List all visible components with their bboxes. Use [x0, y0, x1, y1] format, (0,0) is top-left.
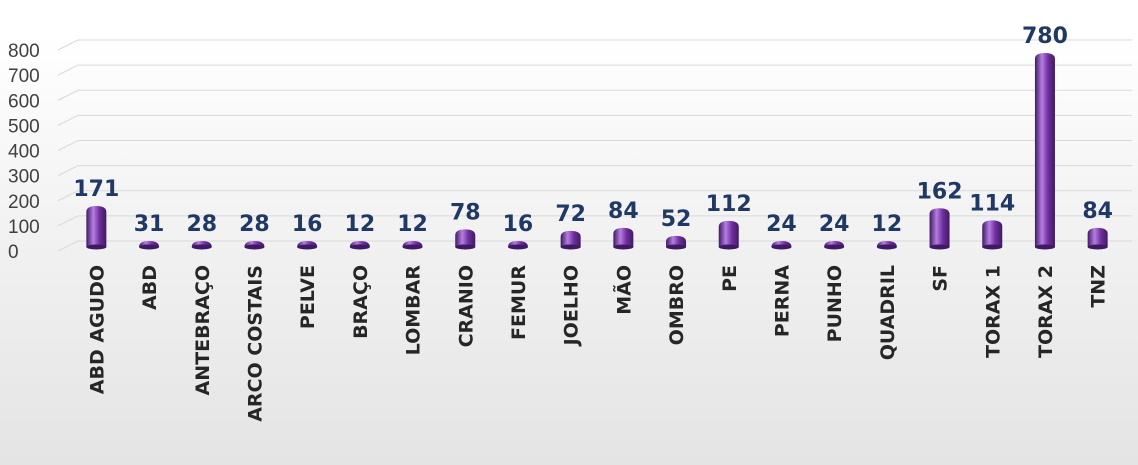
bar-base	[349, 244, 370, 250]
data-label: 780	[1022, 24, 1068, 49]
data-label: 12	[345, 212, 376, 237]
x-tick-label: QUADRIL	[877, 265, 899, 360]
data-label: 12	[397, 212, 428, 237]
x-tick-label: TORAX 1	[982, 265, 1004, 358]
bar-base	[402, 244, 423, 250]
bar-base	[824, 244, 845, 250]
gridline	[57, 39, 1132, 51]
bar	[666, 235, 687, 247]
gridline	[57, 140, 1132, 151]
x-tick-label: TNZ	[1088, 265, 1110, 308]
bar	[982, 220, 1003, 247]
bar-base	[1034, 244, 1055, 250]
x-tick-label: BRAÇO	[350, 265, 372, 339]
bar-base	[297, 244, 318, 250]
bar	[1034, 53, 1055, 248]
x-tick-label: OMBRO	[666, 265, 688, 345]
data-label: 78	[450, 200, 481, 225]
bar	[86, 206, 107, 247]
x-tick-label: PUNHO	[824, 265, 846, 342]
data-label: 24	[819, 212, 850, 237]
gridline	[57, 165, 1132, 177]
gridline	[57, 215, 1132, 227]
bar	[929, 208, 950, 247]
data-label: 162	[917, 179, 963, 204]
x-tick-label: MÃO	[611, 265, 635, 315]
bar-base	[507, 244, 528, 250]
x-axis: ABD AGUDO ABD ANTEBRAÇO ARCO COSTAIS PELVE BR…	[86, 265, 1109, 422]
bar	[560, 230, 581, 247]
bar	[613, 227, 634, 247]
bar-base	[560, 244, 581, 250]
data-label: 84	[1082, 199, 1113, 224]
data-label: 24	[766, 212, 797, 237]
bar	[718, 220, 739, 247]
data-label: 114	[969, 191, 1015, 216]
x-tick-label: ANTEBRAÇO	[192, 265, 214, 395]
y-tick-label: 300	[8, 167, 40, 188]
data-label: 52	[661, 207, 692, 232]
bar	[455, 229, 476, 247]
bar-base	[1087, 244, 1108, 250]
bar-base	[929, 244, 950, 250]
x-tick-label: LOMBAR	[403, 265, 425, 356]
x-tick-label: TORAX 2	[1035, 265, 1057, 358]
bar-base	[613, 244, 634, 250]
y-tick-label: 0	[8, 242, 19, 263]
bar-base	[771, 244, 792, 250]
gridline	[57, 64, 1132, 76]
x-tick-label: JOELHO	[561, 265, 583, 347]
x-tick-label: SF	[930, 265, 952, 292]
data-label: 28	[239, 212, 270, 237]
gridline	[57, 89, 1132, 101]
x-tick-label: PERNA	[771, 265, 793, 337]
bar-base	[718, 244, 739, 250]
x-tick-label: CRANIO	[455, 265, 477, 347]
bar-base	[455, 244, 476, 250]
gridline	[57, 114, 1132, 126]
x-tick-label: FEMUR	[508, 265, 530, 340]
data-label: 112	[706, 192, 752, 217]
data-label: 28	[186, 212, 217, 237]
data-label: 16	[292, 212, 323, 237]
y-tick-label: 700	[8, 66, 40, 87]
bars	[86, 53, 1108, 250]
x-tick-label: PELVE	[297, 265, 319, 329]
x-tick-label: ABD AGUDO	[86, 265, 108, 394]
x-tick-label: ARCO COSTAIS	[244, 265, 266, 422]
data-labels: 171 31 28 28 16 12 12 78 16 72 84 52 112 24 24 12 162 114…	[73, 24, 1113, 237]
bar-base	[191, 244, 212, 250]
data-label: 12	[872, 212, 903, 237]
data-label: 84	[608, 199, 639, 224]
gridlines	[57, 39, 1132, 252]
bar-base	[139, 244, 160, 250]
data-label: 171	[73, 177, 119, 202]
x-tick-label: ABD	[139, 265, 161, 310]
y-tick-label: 100	[8, 217, 40, 238]
x-tick-label: PE	[719, 265, 741, 292]
data-label: 31	[134, 212, 165, 237]
data-label: 72	[555, 202, 586, 227]
y-axis: 0 100 200 300 400 500 600 700 800	[8, 41, 40, 263]
y-tick-label: 500	[8, 116, 40, 137]
bar-base	[244, 244, 265, 250]
bar-base	[982, 244, 1003, 250]
bar-base	[86, 244, 107, 250]
y-tick-label: 600	[8, 91, 40, 112]
gridline	[57, 190, 1132, 202]
data-label: 16	[503, 212, 534, 237]
bar-base	[876, 244, 897, 250]
y-tick-label: 800	[8, 41, 40, 62]
y-tick-label: 200	[8, 192, 40, 213]
bar	[1087, 227, 1108, 247]
bar-base	[666, 244, 687, 250]
gridline	[57, 240, 1132, 252]
y-tick-label: 400	[8, 142, 40, 163]
